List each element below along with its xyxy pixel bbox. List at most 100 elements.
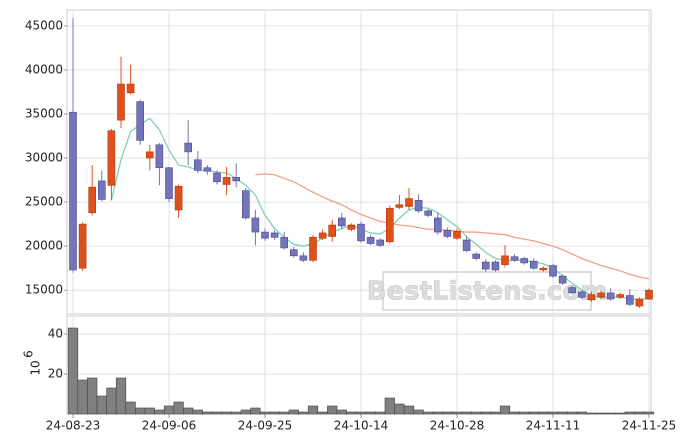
volume-bar xyxy=(355,411,367,415)
volume-bar xyxy=(279,411,290,415)
volume-bar xyxy=(346,411,357,415)
candle-body xyxy=(385,207,394,243)
x-tick-label: 24-08-23 xyxy=(46,419,100,433)
volume-bar xyxy=(307,405,319,415)
volume-bar xyxy=(336,409,347,415)
candle-body xyxy=(309,237,317,261)
candle-body xyxy=(635,298,644,307)
volume-bar xyxy=(624,411,635,415)
volume-bar xyxy=(298,411,309,415)
volume-bar xyxy=(538,411,549,415)
y-tick-label: 20000 xyxy=(25,239,63,253)
y-tick-label: 40000 xyxy=(25,62,63,76)
volume-bar xyxy=(442,411,453,415)
candle-body xyxy=(318,232,327,239)
candle-body xyxy=(194,159,202,171)
candle-body xyxy=(289,249,298,257)
y-tick-label: 45000 xyxy=(25,18,63,32)
candle-body xyxy=(261,231,269,239)
volume-bar xyxy=(509,411,520,415)
volume-bar xyxy=(77,379,88,415)
candle-body xyxy=(280,237,289,249)
volume-bar xyxy=(106,387,117,415)
candle-body xyxy=(213,172,221,183)
volume-bar xyxy=(87,377,98,415)
volume-panel xyxy=(66,315,652,415)
candle-body xyxy=(491,261,500,271)
candle-body xyxy=(587,294,596,301)
x-tick-label: 24-09-06 xyxy=(142,419,196,433)
volume-bar xyxy=(499,405,511,415)
candle-body xyxy=(69,111,77,271)
volume-bar xyxy=(154,409,165,415)
volume-bar xyxy=(576,411,587,415)
candle-body xyxy=(453,230,461,239)
volume-bar xyxy=(451,411,463,415)
candle-body xyxy=(462,239,471,251)
candle-body xyxy=(337,217,346,227)
candle-body xyxy=(395,204,404,208)
volume-bar xyxy=(547,411,559,415)
candle-body xyxy=(577,291,586,298)
volume-bar xyxy=(490,411,501,415)
candle-body xyxy=(414,200,423,212)
x-tick-label: 24-10-14 xyxy=(334,419,388,433)
volume-bar xyxy=(327,405,338,415)
volume-bar xyxy=(586,412,597,415)
volume-bar xyxy=(413,409,424,415)
y-tick-label: 30000 xyxy=(25,151,63,165)
candle-body xyxy=(146,151,154,159)
volume-bar xyxy=(259,411,271,415)
volume-bar xyxy=(528,411,539,415)
watermark: BestListens.com xyxy=(367,277,608,307)
moving-average-line xyxy=(255,173,650,280)
candle-body xyxy=(357,223,365,242)
candle-body xyxy=(597,292,605,298)
x-tick-label: 24-11-11 xyxy=(526,419,580,433)
volume-bar xyxy=(394,403,405,415)
volume-bar xyxy=(125,401,136,415)
candle-body xyxy=(520,258,529,264)
candle-body xyxy=(549,265,557,277)
volume-bar xyxy=(288,409,299,415)
candle-body xyxy=(98,180,106,200)
volume-bar xyxy=(365,411,376,415)
volume-bar xyxy=(67,327,79,415)
volume-bar xyxy=(375,411,386,415)
candle-body xyxy=(174,185,183,211)
candle-body xyxy=(232,177,240,182)
volume-bar xyxy=(384,397,395,415)
volume-bar xyxy=(317,411,328,415)
volume-bar xyxy=(144,407,155,415)
y-tick-label: 25000 xyxy=(25,195,63,209)
candle-body xyxy=(126,83,135,94)
volume-bar xyxy=(595,412,607,415)
candle-body xyxy=(481,261,490,270)
candle-body xyxy=(222,177,231,185)
volume-bar xyxy=(519,411,530,415)
candle-body xyxy=(251,217,260,233)
volume-bar xyxy=(567,411,578,415)
candle-body xyxy=(155,144,164,169)
candle-body xyxy=(443,229,452,237)
volume-bar xyxy=(403,405,415,415)
candle-body xyxy=(165,167,173,199)
volume-bar xyxy=(202,411,213,415)
y-axis-label-exponent: 6 xyxy=(22,350,36,358)
volume-bar xyxy=(240,409,251,415)
candle-body xyxy=(347,224,356,230)
candle-body xyxy=(539,267,548,271)
candle-body xyxy=(203,167,212,172)
volume-bar xyxy=(269,411,280,415)
y-tick-label: 15000 xyxy=(25,283,63,297)
volume-bar xyxy=(461,411,472,415)
volume-bar xyxy=(615,412,626,415)
candle-body xyxy=(645,289,653,300)
candle-body xyxy=(299,255,308,261)
y-tick-label: 20 xyxy=(48,367,63,381)
volume-bar xyxy=(432,411,443,415)
volume-bar xyxy=(634,411,645,415)
candle-body xyxy=(472,253,481,259)
candle-body xyxy=(242,190,250,219)
